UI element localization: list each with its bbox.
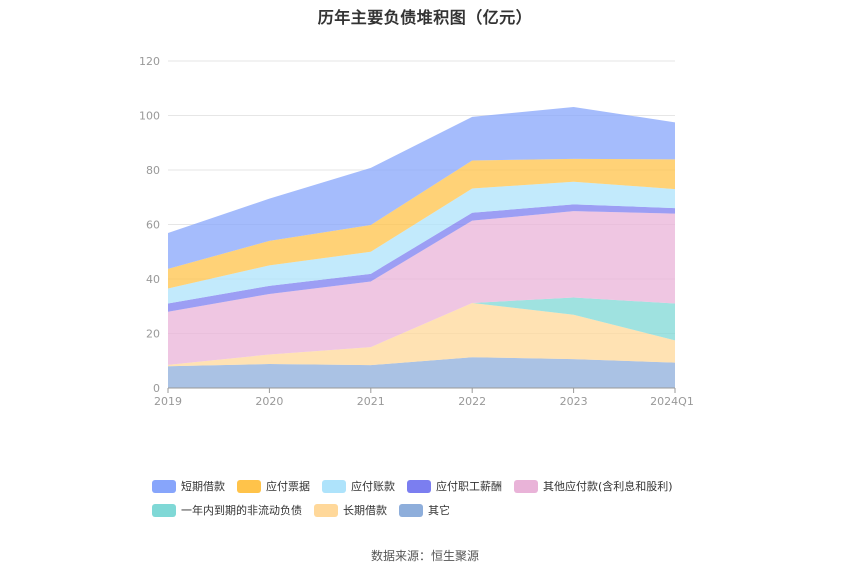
axes: 0 20 40 60 80 100 120 2019 2020 2021 2022 2023 2024Q… xyxy=(139,55,694,408)
legend-label: 一年内到期的非流动负债 xyxy=(181,504,302,517)
x-tick-label: 2024Q1 xyxy=(650,395,694,408)
legend-label: 应付职工薪酬 xyxy=(436,480,502,493)
area-series xyxy=(168,297,675,365)
x-tick-label: 2019 xyxy=(154,395,182,408)
area-series-layer xyxy=(168,107,675,388)
area-series xyxy=(168,158,675,289)
y-tick-label: 100 xyxy=(139,110,160,123)
x-tick-label: 2021 xyxy=(357,395,385,408)
legend-swatch xyxy=(322,479,346,493)
x-tick-label: 2023 xyxy=(560,395,588,408)
legend-item[interactable]: 其它 xyxy=(399,502,450,518)
legend-row: 一年内到期的非流动负债 长期借款 其它 xyxy=(152,498,752,522)
y-tick-label: 40 xyxy=(146,273,160,286)
legend-swatch xyxy=(399,503,423,517)
y-tick-label: 120 xyxy=(139,55,160,68)
y-tick-label: 80 xyxy=(146,164,160,177)
area-series xyxy=(168,302,675,367)
legend-item[interactable]: 短期借款 xyxy=(152,478,225,494)
y-tick-label: 60 xyxy=(146,219,160,232)
source-note: 数据来源：恒生聚源 xyxy=(370,549,479,563)
area-series xyxy=(168,204,675,312)
legend-label: 其它 xyxy=(428,504,450,517)
area-series xyxy=(168,181,675,304)
legend-item[interactable]: 应付票据 xyxy=(237,478,310,494)
x-tick-label: 2020 xyxy=(255,395,283,408)
legend-label: 长期借款 xyxy=(343,504,387,517)
legend-swatch xyxy=(407,479,431,493)
legend-item[interactable]: 应付职工薪酬 xyxy=(407,478,502,494)
legend-item[interactable]: 其他应付款(含利息和股利) xyxy=(514,478,673,494)
y-tick-label: 20 xyxy=(146,328,160,341)
y-tick-label: 0 xyxy=(153,382,160,395)
legend-label: 其他应付款(含利息和股利) xyxy=(543,480,673,493)
area-series xyxy=(168,357,675,388)
legend: 短期借款 应付票据 应付账款 应付职工薪酬 其他应付款(含利息和股利) 一年内到期的非流… xyxy=(152,474,752,522)
area-series xyxy=(168,107,675,269)
area-series xyxy=(168,211,675,365)
legend-item[interactable]: 应付账款 xyxy=(322,478,395,494)
legend-item[interactable]: 长期借款 xyxy=(314,502,387,518)
legend-label: 应付账款 xyxy=(351,480,395,493)
legend-swatch xyxy=(237,479,261,493)
legend-swatch xyxy=(514,479,538,493)
legend-swatch xyxy=(152,503,176,517)
legend-item[interactable]: 一年内到期的非流动负债 xyxy=(152,502,302,518)
legend-label: 短期借款 xyxy=(181,480,225,493)
chart-title: 历年主要负债堆积图（亿元） xyxy=(317,8,533,27)
legend-swatch xyxy=(152,479,176,493)
legend-row: 短期借款 应付票据 应付账款 应付职工薪酬 其他应付款(含利息和股利) xyxy=(152,474,752,498)
legend-swatch xyxy=(314,503,338,517)
legend-label: 应付票据 xyxy=(266,480,310,493)
x-tick-label: 2022 xyxy=(458,395,486,408)
